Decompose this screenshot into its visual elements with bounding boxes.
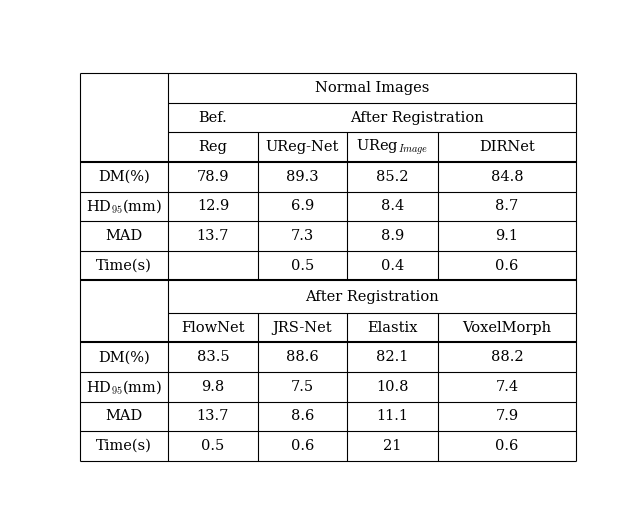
Text: 85.2: 85.2 xyxy=(376,170,409,184)
Text: JRS-Net: JRS-Net xyxy=(273,321,332,335)
Text: Time(s): Time(s) xyxy=(96,439,152,453)
Text: UReg-Net: UReg-Net xyxy=(266,140,339,154)
Text: 0.5: 0.5 xyxy=(202,439,225,453)
Text: 6.9: 6.9 xyxy=(291,199,314,214)
Text: After Registration: After Registration xyxy=(305,290,439,304)
Text: 7.4: 7.4 xyxy=(495,380,518,394)
Text: 9.1: 9.1 xyxy=(495,229,518,243)
Text: DM(%): DM(%) xyxy=(99,170,150,184)
Text: FlowNet: FlowNet xyxy=(181,321,244,335)
Text: 0.4: 0.4 xyxy=(381,259,404,272)
Text: 8.4: 8.4 xyxy=(381,199,404,214)
Text: UReg$_{Image}$: UReg$_{Image}$ xyxy=(356,137,429,157)
Text: 13.7: 13.7 xyxy=(196,409,229,423)
Text: Elastix: Elastix xyxy=(367,321,418,335)
Text: 8.9: 8.9 xyxy=(381,229,404,243)
Text: 12.9: 12.9 xyxy=(197,199,229,214)
Text: Normal Images: Normal Images xyxy=(315,81,429,95)
Text: 9.8: 9.8 xyxy=(202,380,225,394)
Text: 7.5: 7.5 xyxy=(291,380,314,394)
Text: Reg: Reg xyxy=(198,140,227,154)
Text: VoxelMorph: VoxelMorph xyxy=(463,321,552,335)
Text: 7.3: 7.3 xyxy=(291,229,314,243)
Text: DIRNet: DIRNet xyxy=(479,140,535,154)
Text: Bef.: Bef. xyxy=(198,110,227,125)
Text: 21: 21 xyxy=(383,439,402,453)
Text: DM(%): DM(%) xyxy=(99,350,150,365)
Text: 7.9: 7.9 xyxy=(495,409,518,423)
Text: 89.3: 89.3 xyxy=(286,170,319,184)
Text: MAD: MAD xyxy=(106,229,143,243)
Text: MAD: MAD xyxy=(106,409,143,423)
Text: HD$_{95}$(mm): HD$_{95}$(mm) xyxy=(86,378,163,396)
Text: 82.1: 82.1 xyxy=(376,350,409,365)
Text: 8.7: 8.7 xyxy=(495,199,518,214)
Text: 88.2: 88.2 xyxy=(491,350,524,365)
Text: Time(s): Time(s) xyxy=(96,259,152,272)
Text: 10.8: 10.8 xyxy=(376,380,409,394)
Text: 83.5: 83.5 xyxy=(196,350,229,365)
Text: After Registration: After Registration xyxy=(350,110,484,125)
Text: HD$_{95}$(mm): HD$_{95}$(mm) xyxy=(86,197,163,215)
Text: 13.7: 13.7 xyxy=(196,229,229,243)
Text: 0.6: 0.6 xyxy=(291,439,314,453)
Text: 0.6: 0.6 xyxy=(495,439,519,453)
Text: 11.1: 11.1 xyxy=(376,409,408,423)
Text: 0.5: 0.5 xyxy=(291,259,314,272)
Text: 0.6: 0.6 xyxy=(495,259,519,272)
Text: 84.8: 84.8 xyxy=(491,170,524,184)
Text: 78.9: 78.9 xyxy=(196,170,229,184)
Text: 8.6: 8.6 xyxy=(291,409,314,423)
Text: 88.6: 88.6 xyxy=(286,350,319,365)
